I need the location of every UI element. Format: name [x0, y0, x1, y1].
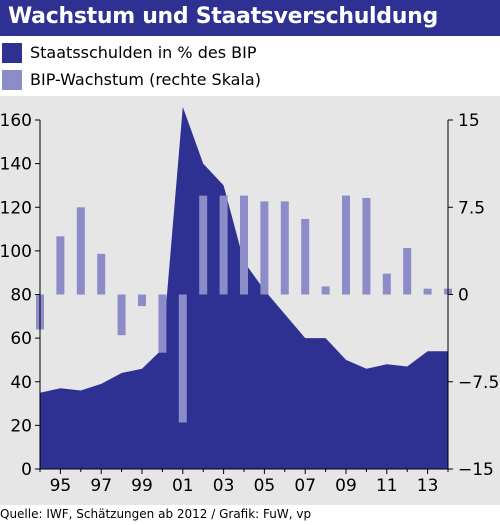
x-tick-label: 07 [294, 476, 316, 496]
growth-bar [76, 207, 85, 295]
y-left-tick-label: 60 [10, 329, 32, 349]
y-right-tick-label: 7.5 [458, 198, 485, 218]
y-left-tick-label: 20 [10, 416, 32, 436]
x-tick-label: 95 [50, 476, 72, 496]
legend-swatch-growth [2, 70, 22, 90]
growth-bar [240, 195, 248, 295]
growth-bar [138, 294, 146, 307]
y-left-tick-label: 120 [0, 198, 32, 218]
y-left-tick-label: 100 [0, 242, 32, 262]
growth-bar [423, 288, 432, 295]
growth-bar [219, 195, 228, 295]
growth-bar [199, 195, 208, 295]
growth-bar [382, 273, 391, 295]
growth-bar [362, 197, 371, 295]
x-tick-label: 99 [131, 476, 153, 496]
y-left-tick-label: 160 [0, 111, 32, 131]
y-right-tick-label: 0 [458, 286, 469, 306]
chart-title: Wachstum und Staatsverschuldung [8, 4, 438, 29]
legend-label-debt: Staatsschulden in % des BIP [30, 43, 257, 62]
x-tick-label: 97 [90, 476, 112, 496]
y-left-tick-label: 80 [10, 286, 32, 306]
growth-bar [178, 294, 187, 423]
x-tick-label: 05 [254, 476, 276, 496]
growth-bar [97, 253, 106, 295]
y-left-tick-label: 0 [21, 460, 32, 480]
growth-bar [321, 286, 330, 295]
y-right-tick-label: −15 [458, 460, 494, 480]
x-tick-label: 09 [335, 476, 357, 496]
growth-bar [260, 201, 269, 295]
x-tick-label: 01 [172, 476, 194, 496]
growth-bar [117, 294, 126, 336]
growth-bar [301, 218, 310, 295]
growth-bar [403, 248, 412, 295]
legend: Staatsschulden in % des BIP BIP-Wachstum… [0, 36, 500, 96]
growth-bar [280, 201, 289, 295]
y-left-tick-label: 40 [10, 373, 32, 393]
growth-bar [342, 195, 350, 295]
y-right-tick-label: 15 [458, 111, 480, 131]
y-left-tick-label: 140 [0, 155, 32, 175]
growth-bar [158, 294, 167, 353]
y-right-tick-label: −7.5 [458, 373, 499, 393]
source-note: Quelle: IWF, Schätzungen ab 2012 / Grafi… [0, 507, 312, 521]
legend-swatch-debt [2, 43, 22, 63]
x-tick-label: 13 [417, 476, 439, 496]
growth-bar [56, 236, 65, 295]
x-tick-label: 11 [376, 476, 398, 496]
legend-label-growth: BIP-Wachstum (rechte Skala) [30, 70, 261, 89]
title-bar: Wachstum und Staatsverschuldung [0, 0, 500, 36]
x-tick-label: 03 [213, 476, 235, 496]
